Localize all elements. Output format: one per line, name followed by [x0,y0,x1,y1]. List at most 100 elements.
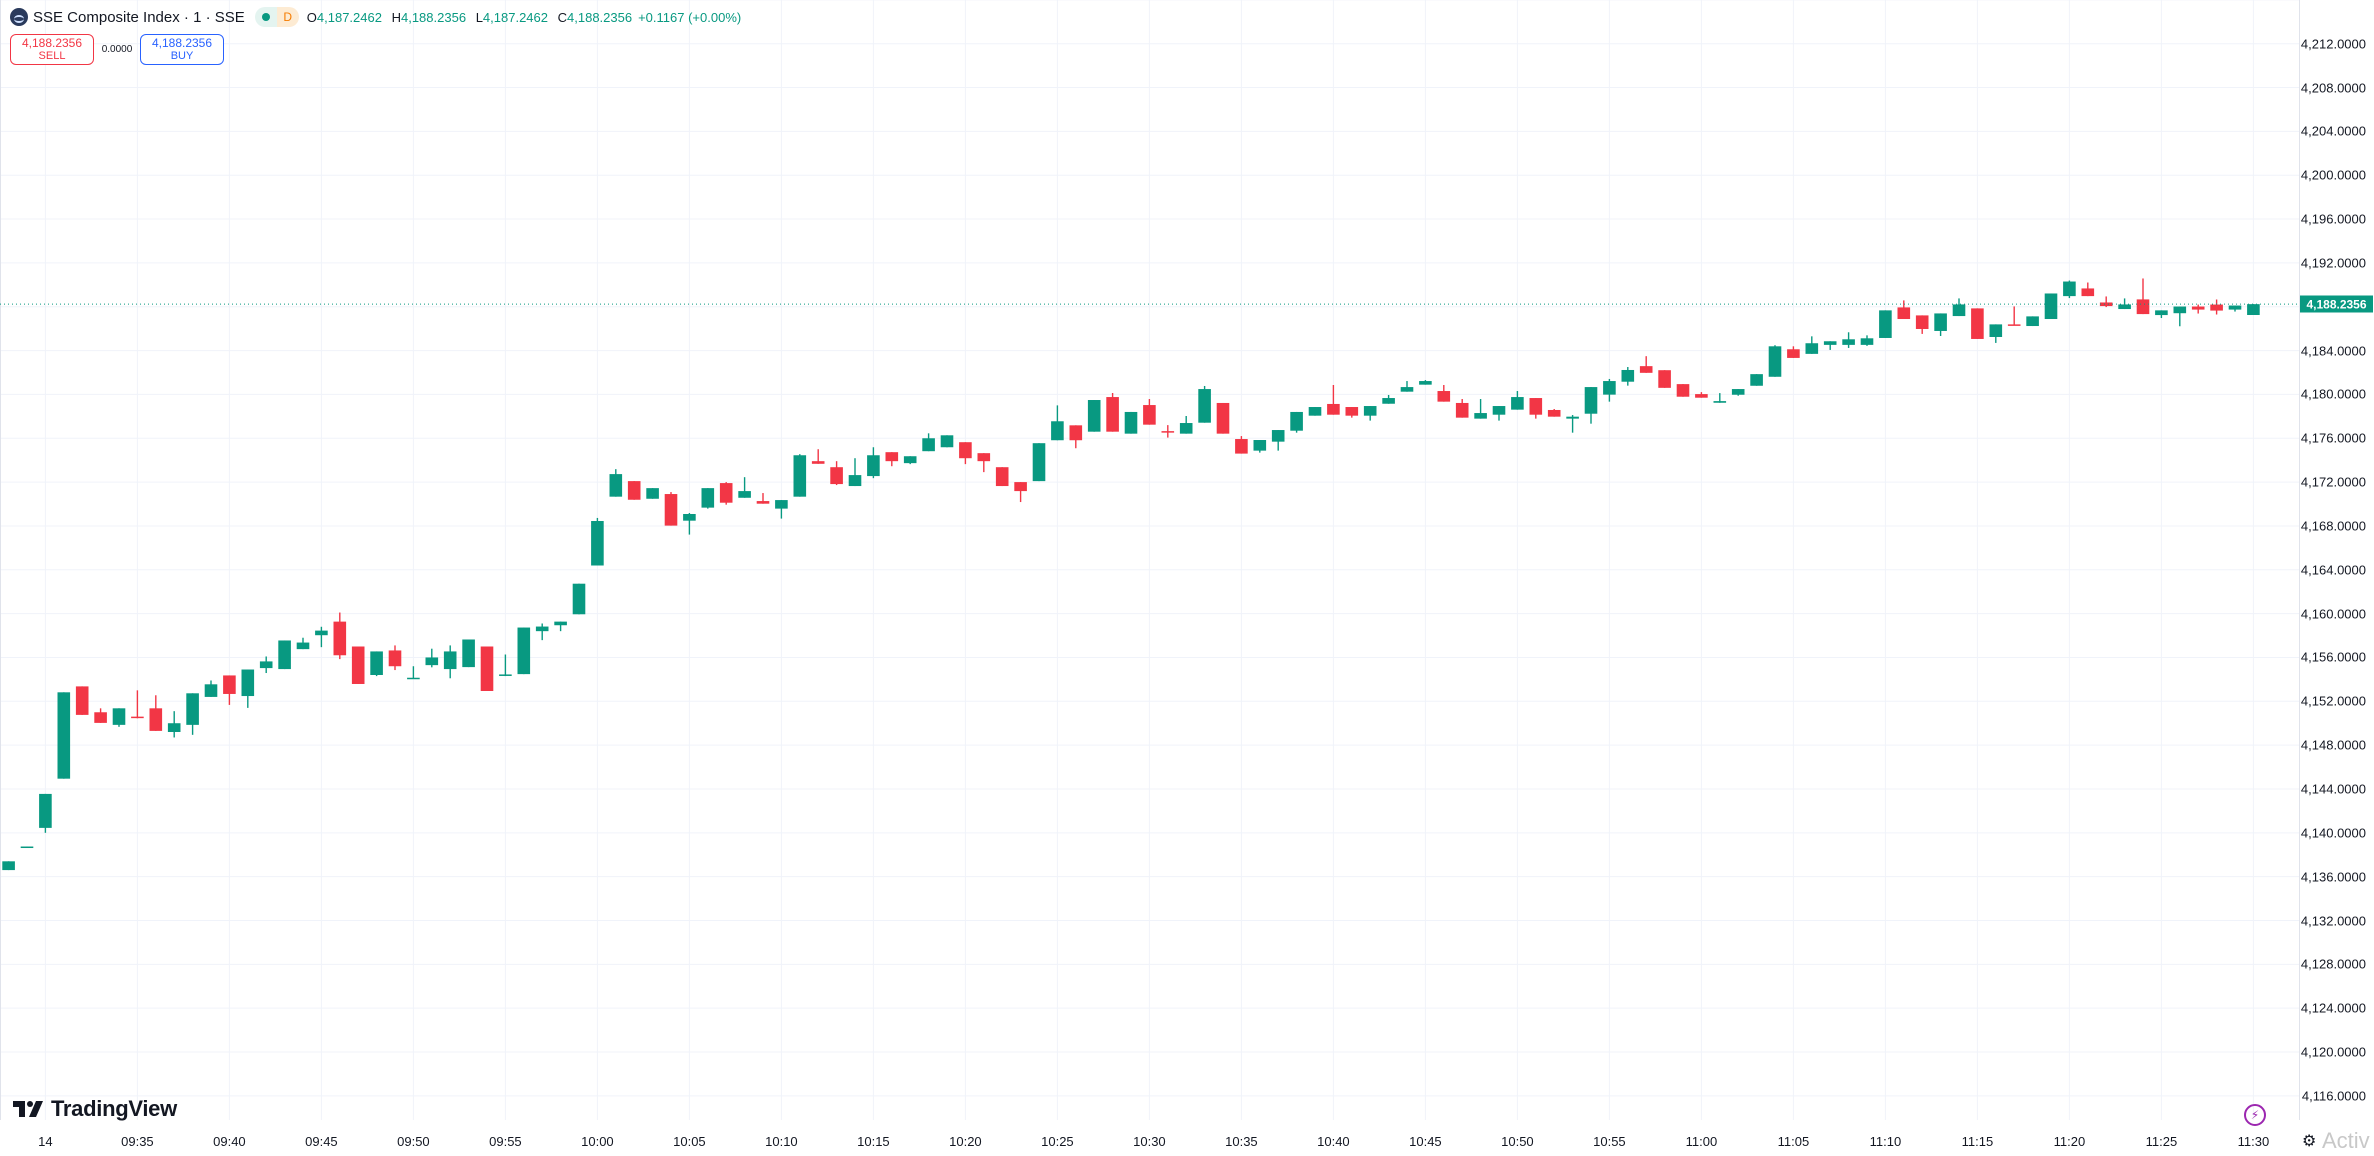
candle-body [1253,440,1267,451]
candle [2155,310,2168,319]
candle-body [278,640,291,670]
symbol-title[interactable]: SSE Composite Index · 1 · SSE [33,8,245,26]
candle-body [1860,338,1874,345]
price-tick-label: 4,160.0000 [2300,606,2366,622]
candle-body [223,675,236,694]
price-tick-label: 4,192.0000 [2300,255,2366,271]
candle-body [1455,402,1469,418]
candle-body [443,651,457,670]
candle-body [425,657,439,666]
candle-body [535,626,549,632]
candle-body [517,627,531,675]
candle-body [2228,305,2242,310]
candle-body [1014,482,1027,492]
candle-body [1658,370,1671,388]
candle-body [2118,304,2131,310]
candle-body [738,491,751,498]
candle [2136,278,2150,315]
candle-body [20,846,34,849]
candle [1363,406,1377,421]
candle [1621,367,1635,386]
candle [903,456,917,465]
candle [2081,282,2095,297]
candle-body [591,521,604,566]
time-tick-label: 09:45 [305,1134,338,1149]
candle-body [2044,293,2058,320]
candle [2,861,15,871]
candle-body [1032,443,1046,482]
candle [977,453,991,473]
candle-body [995,467,1009,487]
candle-body [2173,306,2187,314]
buy-button[interactable]: 4,188.2356 BUY [140,34,224,65]
candle [1934,313,1947,337]
time-tick-label: 10:55 [1593,1134,1626,1149]
candle [1915,315,1929,334]
candle-body [204,684,218,697]
price-tick-label: 4,124.0000 [2300,1000,2366,1016]
settings-icon[interactable]: ⚙ [2302,1133,2317,1150]
time-tick-label: 09:50 [397,1134,430,1149]
candle [719,482,733,505]
candle-body [1271,430,1285,442]
candle-body [683,513,696,521]
candle-body [811,461,825,464]
candle-body [959,442,972,459]
tradingview-logo[interactable]: TradingView [13,1096,177,1122]
candle [811,449,825,464]
candle-body [1235,439,1248,454]
candle [1805,336,1819,354]
candle-body [1584,387,1598,414]
candle [1989,324,2003,343]
candle-body [1915,315,1929,329]
candle-body [149,708,163,731]
candle [1713,393,1727,403]
candle [1161,425,1175,438]
candle-body [1971,308,1984,339]
candle [1198,385,1211,423]
candle-body [2136,299,2150,315]
candle-body [1511,397,1524,410]
sell-button[interactable]: 4,188.2356 SELL [10,34,94,65]
candle [296,637,310,650]
candle-body [977,453,991,462]
candle [186,693,199,735]
candle-body [1345,407,1359,416]
candle-body [1382,398,1395,404]
candle-body [1051,421,1064,441]
time-tick-label: 09:40 [213,1134,246,1149]
candle-body [1529,398,1543,415]
candle-body [1143,405,1156,425]
candle [2044,293,2058,320]
candle-body [2063,281,2076,297]
price-tick-label: 4,120.0000 [2300,1044,2366,1060]
candle [1695,392,1708,398]
candle-body [1124,411,1138,434]
change-value: +0.1167 (+0.00%) [638,9,742,25]
lightning-icon[interactable]: ⚡ [2244,1104,2266,1126]
candle [1529,398,1543,419]
candle-body [1437,391,1451,402]
candle-body [867,455,880,477]
candle-body [2191,306,2205,310]
candle-body [1566,416,1579,419]
price-tick-label: 4,176.0000 [2300,430,2366,446]
price-tick-label: 4,140.0000 [2300,825,2366,841]
market-status-badge[interactable]: D [254,7,299,27]
candle [830,461,843,486]
candle-body [646,488,659,499]
candle-body [1695,394,1708,398]
price-tick-label: 4,156.0000 [2300,649,2366,665]
open-value: 4,187.2462 [316,9,382,25]
candle [1253,440,1267,453]
candle [2247,304,2260,316]
time-tick-label: 11:00 [1685,1134,1718,1149]
candle [2173,306,2187,327]
price-tick-label: 4,168.0000 [2300,518,2366,534]
price-tick-label: 4,196.0000 [2300,211,2366,227]
candle [1842,332,1855,348]
candle-body [903,456,917,464]
high-value: 4,188.2356 [400,9,467,25]
candle-body [1842,339,1855,345]
